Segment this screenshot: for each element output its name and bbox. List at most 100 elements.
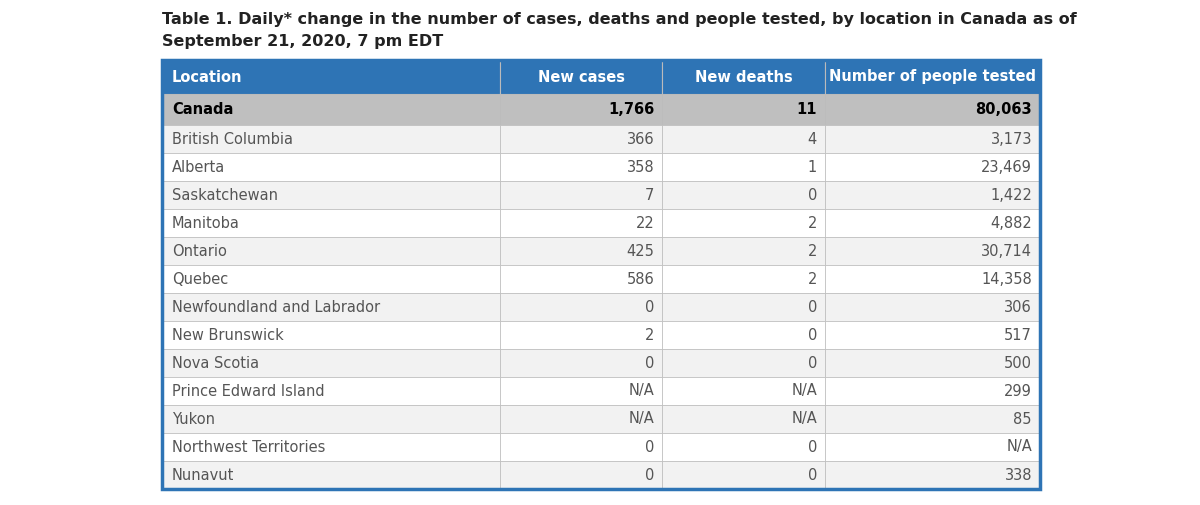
Bar bbox=[662, 153, 824, 181]
Text: N/A: N/A bbox=[791, 412, 817, 427]
Text: 0: 0 bbox=[808, 328, 817, 342]
Bar bbox=[162, 461, 500, 489]
Text: 0: 0 bbox=[808, 299, 817, 315]
Text: Ontario: Ontario bbox=[172, 243, 227, 259]
Text: 0: 0 bbox=[808, 439, 817, 455]
Bar bbox=[662, 433, 824, 461]
Bar bbox=[662, 60, 824, 94]
Bar bbox=[662, 293, 824, 321]
Bar bbox=[824, 433, 1040, 461]
Text: 586: 586 bbox=[626, 272, 654, 286]
Text: 4: 4 bbox=[808, 131, 817, 146]
Bar bbox=[162, 60, 500, 94]
Text: 306: 306 bbox=[1004, 299, 1032, 315]
Bar bbox=[500, 405, 662, 433]
Text: Yukon: Yukon bbox=[172, 412, 215, 427]
Text: New cases: New cases bbox=[538, 70, 625, 84]
Text: 338: 338 bbox=[1004, 468, 1032, 482]
Bar bbox=[500, 321, 662, 349]
Text: Saskatchewan: Saskatchewan bbox=[172, 187, 278, 203]
Text: September 21, 2020, 7 pm EDT: September 21, 2020, 7 pm EDT bbox=[162, 34, 443, 49]
Bar bbox=[662, 377, 824, 405]
Text: 7: 7 bbox=[646, 187, 654, 203]
Bar bbox=[162, 60, 1040, 489]
Text: 2: 2 bbox=[646, 328, 654, 342]
Bar bbox=[662, 321, 824, 349]
Bar bbox=[162, 94, 500, 125]
Text: 11: 11 bbox=[797, 102, 817, 117]
Bar bbox=[500, 293, 662, 321]
Text: Northwest Territories: Northwest Territories bbox=[172, 439, 325, 455]
Bar bbox=[662, 265, 824, 293]
Bar bbox=[500, 377, 662, 405]
Bar bbox=[824, 349, 1040, 377]
Bar bbox=[500, 461, 662, 489]
Text: 0: 0 bbox=[808, 356, 817, 371]
Bar bbox=[824, 377, 1040, 405]
Text: N/A: N/A bbox=[629, 383, 654, 398]
Text: 500: 500 bbox=[1004, 356, 1032, 371]
Bar bbox=[500, 125, 662, 153]
Bar bbox=[162, 433, 500, 461]
Text: 0: 0 bbox=[646, 356, 654, 371]
Text: Newfoundland and Labrador: Newfoundland and Labrador bbox=[172, 299, 380, 315]
Bar bbox=[824, 209, 1040, 237]
Text: 425: 425 bbox=[626, 243, 654, 259]
Text: Alberta: Alberta bbox=[172, 160, 226, 175]
Bar bbox=[162, 181, 500, 209]
Bar bbox=[500, 265, 662, 293]
Text: 3,173: 3,173 bbox=[990, 131, 1032, 146]
Bar bbox=[662, 461, 824, 489]
Text: Quebec: Quebec bbox=[172, 272, 228, 286]
Text: 0: 0 bbox=[808, 187, 817, 203]
Text: 0: 0 bbox=[808, 468, 817, 482]
Bar bbox=[662, 181, 824, 209]
Bar bbox=[824, 405, 1040, 433]
Text: 0: 0 bbox=[646, 439, 654, 455]
Bar bbox=[500, 209, 662, 237]
Bar bbox=[162, 377, 500, 405]
Bar bbox=[662, 209, 824, 237]
Text: 1: 1 bbox=[808, 160, 817, 175]
Text: New deaths: New deaths bbox=[695, 70, 792, 84]
Text: 0: 0 bbox=[646, 299, 654, 315]
Text: British Columbia: British Columbia bbox=[172, 131, 293, 146]
Text: N/A: N/A bbox=[629, 412, 654, 427]
Bar bbox=[662, 349, 824, 377]
Text: 30,714: 30,714 bbox=[982, 243, 1032, 259]
Bar bbox=[662, 125, 824, 153]
Bar bbox=[662, 237, 824, 265]
Text: Location: Location bbox=[172, 70, 242, 84]
Text: 1,422: 1,422 bbox=[990, 187, 1032, 203]
Text: 0: 0 bbox=[646, 468, 654, 482]
Bar bbox=[824, 125, 1040, 153]
Text: Nunavut: Nunavut bbox=[172, 468, 234, 482]
Bar bbox=[162, 321, 500, 349]
Bar bbox=[824, 265, 1040, 293]
Text: 14,358: 14,358 bbox=[982, 272, 1032, 286]
Bar bbox=[662, 405, 824, 433]
Text: Prince Edward Island: Prince Edward Island bbox=[172, 383, 325, 398]
Text: 2: 2 bbox=[808, 216, 817, 230]
Text: 80,063: 80,063 bbox=[976, 102, 1032, 117]
Bar bbox=[500, 237, 662, 265]
Bar bbox=[500, 181, 662, 209]
Text: 1,766: 1,766 bbox=[608, 102, 654, 117]
Bar bbox=[824, 94, 1040, 125]
Bar bbox=[162, 153, 500, 181]
Text: 517: 517 bbox=[1004, 328, 1032, 342]
Text: Number of people tested: Number of people tested bbox=[829, 70, 1036, 84]
Bar bbox=[824, 60, 1040, 94]
Text: N/A: N/A bbox=[791, 383, 817, 398]
Text: 2: 2 bbox=[808, 272, 817, 286]
Text: 366: 366 bbox=[626, 131, 654, 146]
Bar bbox=[824, 321, 1040, 349]
Bar bbox=[824, 293, 1040, 321]
Text: 358: 358 bbox=[626, 160, 654, 175]
Bar bbox=[162, 209, 500, 237]
Bar bbox=[162, 349, 500, 377]
Bar bbox=[500, 433, 662, 461]
Text: N/A: N/A bbox=[1007, 439, 1032, 455]
Bar bbox=[500, 60, 662, 94]
Text: Canada: Canada bbox=[172, 102, 233, 117]
